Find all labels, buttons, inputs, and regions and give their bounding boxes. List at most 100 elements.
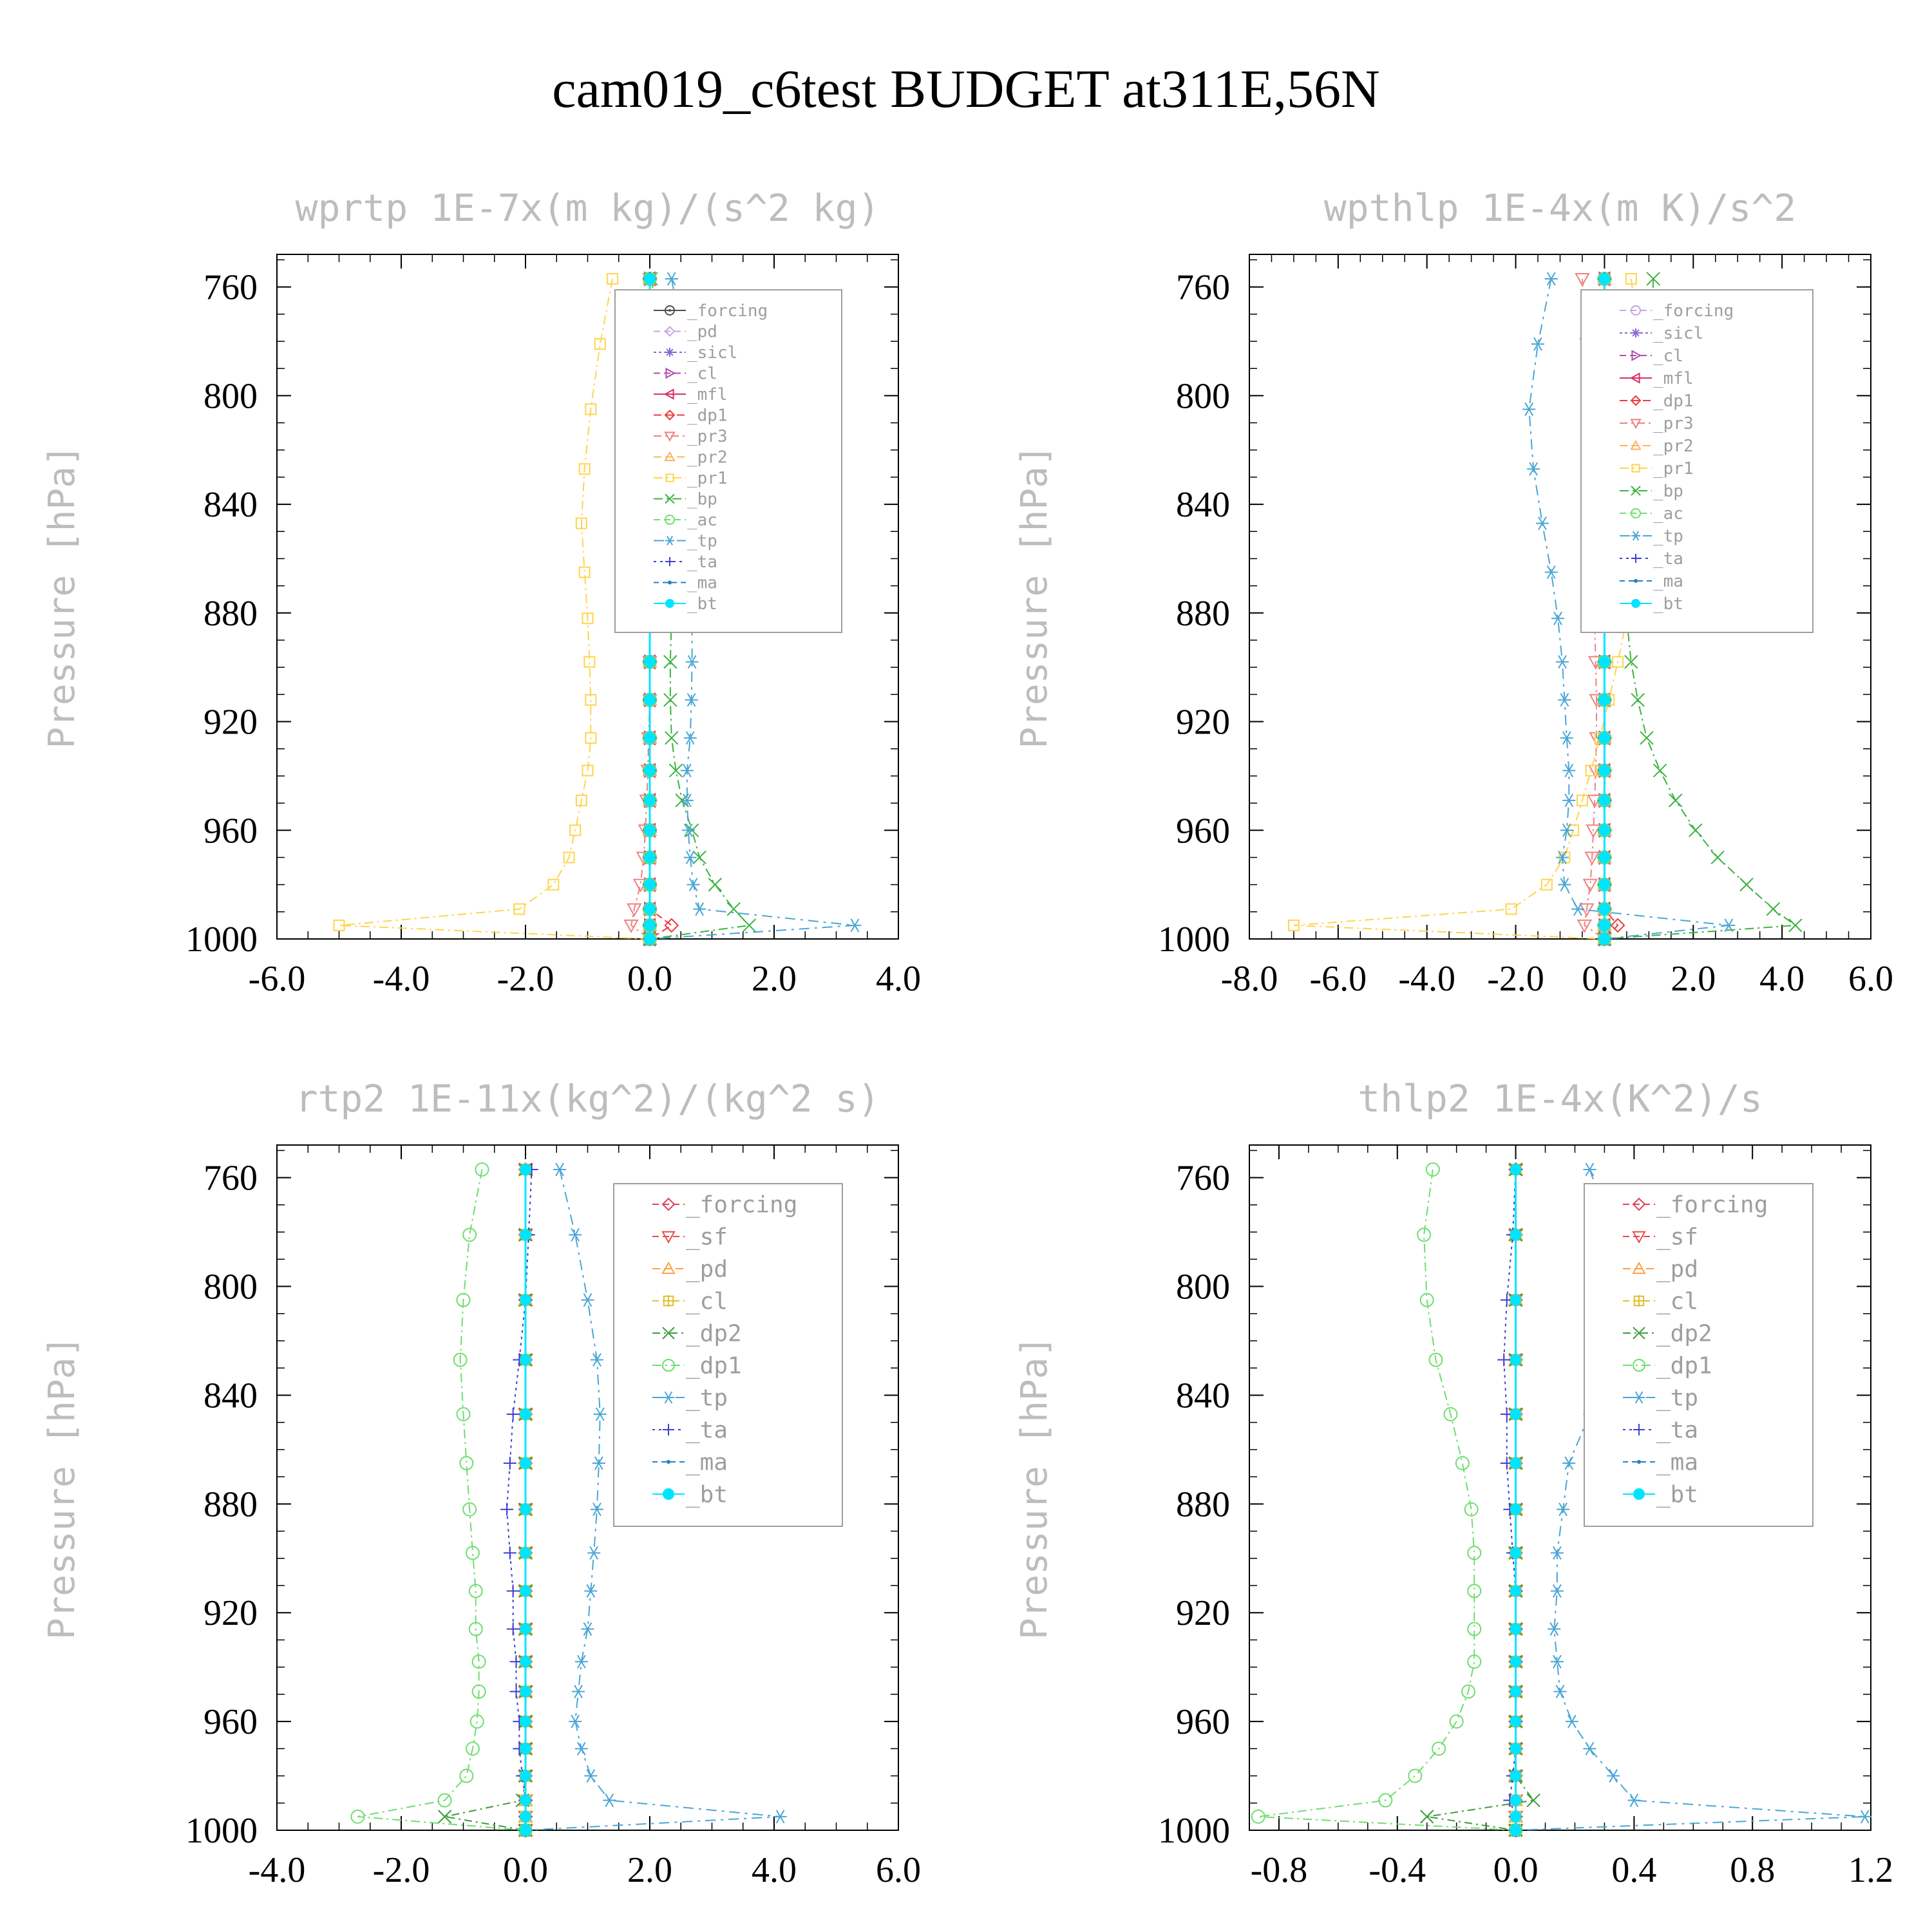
data-point: [350, 1809, 365, 1824]
marker: [663, 1391, 674, 1404]
marker: [1553, 1685, 1567, 1699]
data-point: [594, 338, 606, 350]
data-point: [574, 1654, 588, 1669]
data-point: [1788, 918, 1803, 933]
marker: [1550, 1654, 1564, 1669]
marker: [1510, 1354, 1522, 1366]
marker: [581, 1622, 594, 1636]
data-point: [683, 731, 697, 745]
y-tick-label: 800: [1176, 1267, 1230, 1307]
marker: [583, 656, 596, 668]
legend-item: _cl: [1623, 1289, 1698, 1315]
legend-label: _forcing: [686, 1192, 797, 1218]
data-point: [1510, 1770, 1522, 1782]
y-tick-label: 960: [204, 811, 258, 851]
data-point: [668, 763, 683, 778]
marker: [563, 851, 575, 864]
marker: [520, 1164, 531, 1175]
marker: [1455, 1456, 1470, 1470]
data-point: [1560, 823, 1573, 837]
legend-label: _ma: [687, 574, 717, 593]
marker: [1583, 1162, 1596, 1177]
data-point: [468, 1622, 483, 1636]
data-point: [742, 918, 757, 933]
y-tick-label: 760: [204, 268, 258, 308]
x-tick-label: 2.0: [752, 959, 797, 999]
y-tick-label: 880: [1176, 1484, 1230, 1524]
data-point: [1510, 1794, 1522, 1806]
marker: [520, 1585, 531, 1597]
data-point: [520, 1623, 531, 1635]
marker: [520, 1457, 531, 1469]
legend-label: _pd: [687, 323, 717, 342]
data-point: [520, 1408, 531, 1420]
data-point: [569, 824, 582, 837]
legend-item: _tp: [1620, 527, 1683, 546]
data-point: [1598, 933, 1611, 945]
marker: [1598, 764, 1611, 777]
legend-label: _bp: [687, 490, 717, 509]
marker: [663, 693, 677, 707]
marker: [585, 732, 597, 744]
y-tick-label: 1000: [1158, 920, 1230, 960]
marker: [1510, 1503, 1522, 1515]
marker: [503, 1546, 516, 1560]
data-point: [583, 656, 596, 668]
marker: [1766, 902, 1781, 916]
marker: [1535, 516, 1549, 531]
y-tick-label: 800: [204, 376, 258, 416]
series-dp1: [350, 1162, 533, 1837]
marker: [644, 764, 656, 777]
data-point: [520, 1770, 531, 1782]
marker: [1565, 1714, 1578, 1728]
marker: [663, 655, 677, 669]
data-point: [1631, 693, 1645, 707]
legend-item: _ta: [1623, 1417, 1698, 1444]
x-tick-label: 0.0: [1582, 959, 1627, 999]
data-point: [1558, 693, 1571, 707]
marker: [1510, 1685, 1522, 1698]
data-point: [1583, 1162, 1596, 1177]
marker: [1598, 732, 1611, 744]
legend-label: _pr1: [1653, 459, 1694, 478]
data-point: [520, 1656, 531, 1668]
data-point: [1550, 1584, 1564, 1598]
legend-label: _ma: [1653, 572, 1683, 591]
marker: [1428, 1352, 1443, 1367]
legend-item: _sicl: [1620, 324, 1703, 343]
marker: [585, 694, 597, 706]
data-point: [1598, 919, 1611, 931]
marker: [520, 1229, 531, 1241]
data-point: [1598, 824, 1611, 837]
marker: [1558, 878, 1571, 892]
marker: [1576, 794, 1588, 806]
data-point: [1584, 851, 1600, 866]
legend: _forcing _sicl _cl _mfl _dp1 _pr3 _pr2 _pr1 _bp _…: [1580, 289, 1814, 633]
marker: [1510, 1824, 1522, 1836]
data-point: [585, 732, 597, 744]
data-point: [1610, 918, 1625, 933]
data-point: [471, 1654, 486, 1669]
legend-label: _pr2: [1653, 437, 1694, 456]
series-tp: [1522, 272, 1736, 946]
legend-label: _dp2: [1656, 1321, 1712, 1347]
marker: [681, 823, 695, 837]
marker: [663, 388, 674, 400]
data-point: [584, 1584, 598, 1598]
legend-item: _bt: [1620, 594, 1683, 614]
legend-label: _dp1: [1656, 1353, 1712, 1379]
marker: [644, 824, 656, 837]
marker: [1583, 1741, 1596, 1756]
data-point: [581, 1293, 594, 1307]
data-point: [569, 1227, 582, 1242]
data-point: [1598, 878, 1611, 891]
data-point: [1510, 1503, 1522, 1515]
data-point: [1598, 272, 1611, 285]
data-point: [680, 793, 694, 808]
marker: [520, 1547, 531, 1559]
y-tick-label: 800: [1176, 376, 1230, 416]
marker: [1443, 1407, 1458, 1421]
marker: [1510, 1229, 1522, 1241]
marker: [574, 1654, 588, 1669]
marker: [1632, 1261, 1646, 1274]
